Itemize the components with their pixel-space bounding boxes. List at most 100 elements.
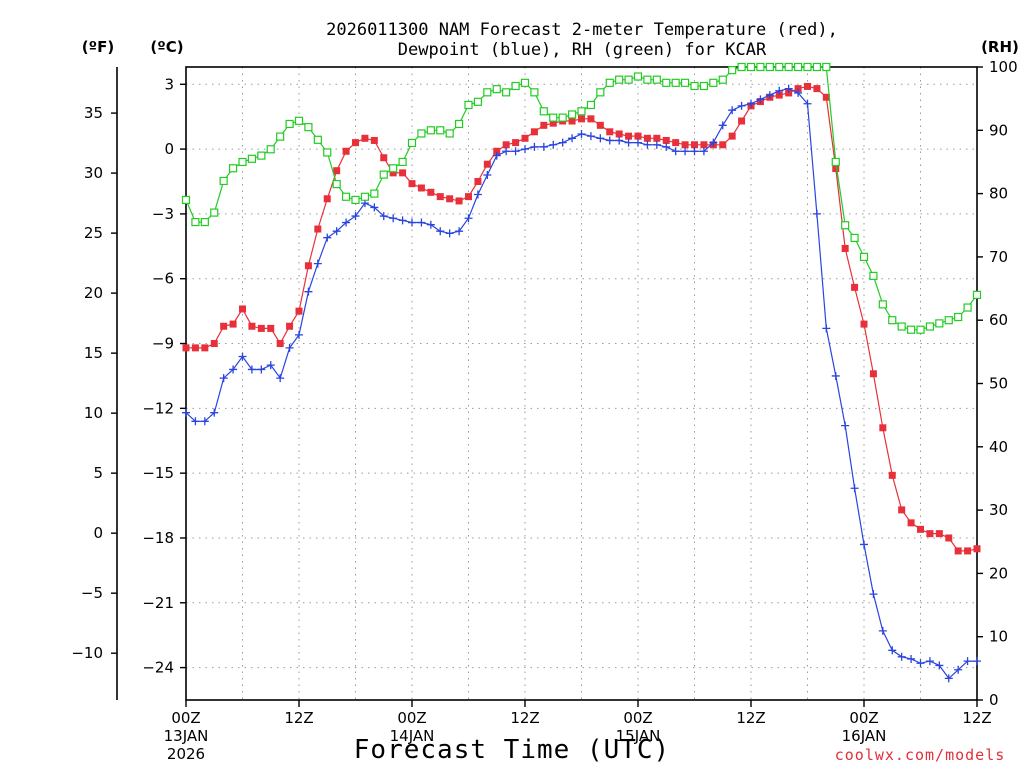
data-point xyxy=(286,322,294,330)
data-point xyxy=(511,147,520,156)
rh-tick-label: 10 xyxy=(989,628,1008,646)
data-point xyxy=(719,141,727,149)
data-point xyxy=(332,180,341,189)
data-point xyxy=(276,340,284,348)
data-point xyxy=(182,344,190,352)
data-point xyxy=(417,129,426,138)
celsius-unit-label: (ºC) xyxy=(150,38,183,56)
data-point xyxy=(841,221,850,230)
data-point xyxy=(785,89,793,97)
data-point xyxy=(926,530,934,538)
data-point xyxy=(285,343,294,352)
data-point xyxy=(380,154,388,162)
data-point xyxy=(653,134,661,142)
data-point xyxy=(389,169,397,177)
data-point xyxy=(869,590,878,599)
data-point xyxy=(765,91,774,100)
data-point xyxy=(888,316,897,325)
data-point xyxy=(464,214,473,223)
data-point xyxy=(228,164,238,173)
data-point xyxy=(822,93,830,101)
data-point xyxy=(850,233,859,243)
data-point xyxy=(973,657,981,666)
data-point xyxy=(473,97,483,106)
data-point xyxy=(295,330,303,339)
data-point xyxy=(775,62,784,72)
data-point xyxy=(737,101,746,110)
data-point xyxy=(191,344,199,352)
data-point xyxy=(520,78,530,87)
chart-title-line2: Dewpoint (blue), RH (green) for KCAR xyxy=(398,40,767,60)
data-point xyxy=(935,319,944,328)
series-dewpoint xyxy=(182,84,981,683)
data-point xyxy=(379,212,388,221)
fahrenheit-tick-label: 10 xyxy=(84,404,103,422)
data-point xyxy=(897,322,906,331)
data-point xyxy=(445,229,454,238)
x-tick-label: 12Z xyxy=(284,709,313,727)
x-tick-label: 00Z xyxy=(849,709,878,727)
data-point xyxy=(540,121,548,129)
data-point xyxy=(568,117,576,125)
data-point xyxy=(493,147,501,155)
data-point xyxy=(247,154,257,163)
data-point xyxy=(964,547,972,555)
data-point xyxy=(793,62,803,72)
data-point xyxy=(643,140,652,149)
data-point xyxy=(756,95,765,104)
data-point xyxy=(963,303,972,312)
x-tick-date-label: 15JAN xyxy=(616,727,661,745)
data-point xyxy=(945,534,953,542)
data-point xyxy=(577,107,586,116)
celsius-tick-label: 3 xyxy=(164,75,174,93)
data-point xyxy=(897,652,906,661)
data-point xyxy=(483,88,492,97)
fahrenheit-tick-label: 35 xyxy=(84,104,103,122)
data-point xyxy=(907,654,916,663)
data-point xyxy=(851,283,859,291)
data-point xyxy=(455,197,463,205)
series-2-meter-temperature xyxy=(182,82,981,555)
data-point xyxy=(859,252,869,261)
fahrenheit-unit-label: (ºF) xyxy=(82,38,114,56)
data-point xyxy=(530,142,539,151)
celsius-tick-label: −18 xyxy=(142,529,174,547)
data-point xyxy=(492,85,501,94)
data-point xyxy=(775,86,784,95)
data-point xyxy=(586,132,595,141)
axes: 30−3−6−9−12−15−18−21−2435302520151050−5−… xyxy=(71,58,1017,763)
data-point xyxy=(219,374,228,383)
data-point xyxy=(304,262,312,270)
data-point xyxy=(342,147,350,155)
rh-tick-label: 50 xyxy=(989,375,1008,393)
data-point xyxy=(832,165,840,173)
data-point xyxy=(728,66,737,75)
data-point xyxy=(775,91,783,99)
data-point xyxy=(304,123,313,132)
data-point xyxy=(473,190,482,199)
data-point xyxy=(304,287,313,296)
fahrenheit-tick-label: 20 xyxy=(84,284,103,302)
data-point xyxy=(417,184,425,192)
data-point xyxy=(323,233,332,242)
data-point xyxy=(681,147,690,156)
data-point xyxy=(756,62,765,72)
data-point xyxy=(718,75,727,84)
data-point xyxy=(634,138,642,147)
data-point xyxy=(652,140,661,149)
celsius-tick-label: −21 xyxy=(142,594,174,612)
data-point xyxy=(803,62,812,72)
data-point xyxy=(916,659,925,668)
data-point xyxy=(549,140,558,149)
data-point xyxy=(718,121,727,130)
x-tick-label: 00Z xyxy=(397,709,426,727)
data-point xyxy=(643,75,652,84)
data-point xyxy=(512,139,520,147)
x-tick-date-label: 13JAN xyxy=(164,727,209,745)
data-point xyxy=(625,132,633,140)
data-point xyxy=(916,325,925,334)
data-point xyxy=(804,82,811,90)
data-point xyxy=(690,147,699,156)
data-point xyxy=(812,62,822,72)
